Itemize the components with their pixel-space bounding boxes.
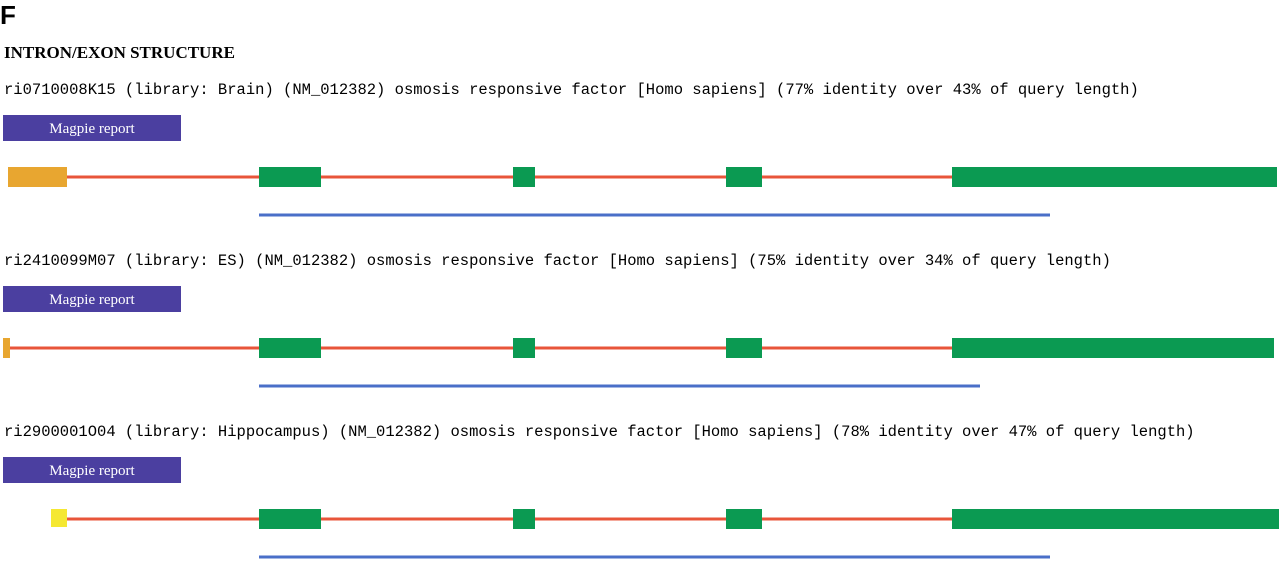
button-background — [3, 115, 181, 141]
button-background — [3, 286, 181, 312]
exon — [952, 338, 1274, 358]
entry: ri2900001O04 (library: Hippocampus) (NM_… — [3, 423, 1279, 559]
section-title: INTRON/EXON STRUCTURE — [4, 43, 235, 62]
entry-description: ri2900001O04 (library: Hippocampus) (NM_… — [4, 423, 1195, 441]
entry-description: ri2410099M07 (library: ES) (NM_012382) o… — [4, 252, 1111, 270]
magpie-button[interactable]: Magpie report — [3, 457, 181, 483]
exon — [952, 167, 1277, 187]
utr-exon — [3, 338, 10, 358]
button-background — [3, 457, 181, 483]
exon — [259, 338, 321, 358]
exon — [259, 509, 321, 529]
panel-label: F — [0, 0, 16, 30]
entry-description: ri0710008K15 (library: Brain) (NM_012382… — [4, 81, 1139, 99]
entry: ri2410099M07 (library: ES) (NM_012382) o… — [3, 252, 1274, 388]
button-label: Magpie report — [49, 121, 135, 137]
utr-exon — [8, 167, 67, 187]
exon — [513, 338, 535, 358]
exon — [726, 338, 762, 358]
exon — [513, 167, 535, 187]
button-label: Magpie report — [49, 463, 135, 479]
exon — [726, 167, 762, 187]
exon — [726, 509, 762, 529]
exon — [513, 509, 535, 529]
entry: ri0710008K15 (library: Brain) (NM_012382… — [3, 81, 1277, 217]
exon — [952, 509, 1279, 529]
magpie-button[interactable]: Magpie report — [3, 115, 181, 141]
button-label: Magpie report — [49, 292, 135, 308]
utr-exon — [51, 509, 67, 527]
magpie-button[interactable]: Magpie report — [3, 286, 181, 312]
exon — [259, 167, 321, 187]
